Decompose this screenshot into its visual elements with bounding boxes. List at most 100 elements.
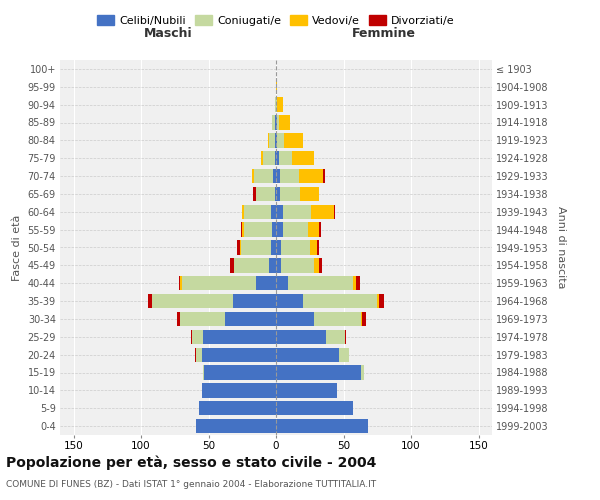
Bar xyxy=(199,401,276,415)
Bar xyxy=(196,419,276,433)
Bar xyxy=(362,312,367,326)
Bar xyxy=(203,330,276,344)
Bar xyxy=(196,348,202,362)
Bar xyxy=(361,312,362,326)
Bar xyxy=(202,348,276,362)
Bar xyxy=(276,80,277,94)
Bar xyxy=(276,204,283,219)
Bar xyxy=(191,330,193,344)
Bar xyxy=(268,133,269,148)
Bar xyxy=(241,240,271,254)
Bar xyxy=(256,187,275,201)
Bar xyxy=(182,276,256,290)
Bar xyxy=(310,240,317,254)
Bar xyxy=(276,240,281,254)
Bar xyxy=(269,133,275,148)
Bar xyxy=(276,401,353,415)
Bar xyxy=(274,169,276,183)
Bar xyxy=(314,258,319,272)
Bar xyxy=(276,348,340,362)
Text: Maschi: Maschi xyxy=(143,27,193,40)
Bar xyxy=(230,258,234,272)
Bar xyxy=(301,187,319,201)
Bar xyxy=(178,312,180,326)
Bar xyxy=(379,294,384,308)
Bar xyxy=(269,258,276,272)
Bar xyxy=(276,151,278,166)
Bar xyxy=(276,187,280,201)
Bar xyxy=(283,204,311,219)
Bar xyxy=(319,222,320,237)
Bar xyxy=(263,151,275,166)
Bar xyxy=(272,222,276,237)
Bar xyxy=(152,294,233,308)
Bar xyxy=(180,276,182,290)
Bar xyxy=(254,169,274,183)
Bar xyxy=(275,151,276,166)
Bar xyxy=(356,276,360,290)
Bar xyxy=(179,276,180,290)
Bar xyxy=(292,151,314,166)
Bar xyxy=(326,330,345,344)
Bar xyxy=(253,187,256,201)
Bar xyxy=(276,294,303,308)
Bar xyxy=(233,294,276,308)
Bar xyxy=(319,258,322,272)
Bar xyxy=(275,98,276,112)
Bar xyxy=(276,419,368,433)
Text: Popolazione per età, sesso e stato civile - 2004: Popolazione per età, sesso e stato civil… xyxy=(6,455,376,469)
Bar xyxy=(276,366,361,380)
Bar xyxy=(242,204,244,219)
Bar xyxy=(241,222,242,237)
Bar xyxy=(237,240,239,254)
Bar xyxy=(193,330,203,344)
Bar xyxy=(239,240,241,254)
Bar xyxy=(276,116,277,130)
Bar xyxy=(256,276,276,290)
Legend: Celibi/Nubili, Coniugati/e, Vedovi/e, Divorziati/e: Celibi/Nubili, Coniugati/e, Vedovi/e, Di… xyxy=(93,10,459,30)
Bar xyxy=(299,169,323,183)
Bar xyxy=(271,240,276,254)
Bar xyxy=(202,383,276,398)
Bar xyxy=(340,348,349,362)
Text: COMUNE DI FUNES (BZ) - Dati ISTAT 1° gennaio 2004 - Elaborazione TUTTITALIA.IT: COMUNE DI FUNES (BZ) - Dati ISTAT 1° gen… xyxy=(6,480,376,489)
Bar xyxy=(311,204,334,219)
Bar xyxy=(148,294,152,308)
Bar xyxy=(361,366,364,380)
Bar xyxy=(377,294,379,308)
Bar xyxy=(276,98,277,112)
Bar xyxy=(276,312,314,326)
Bar xyxy=(276,133,277,148)
Bar xyxy=(276,222,283,237)
Bar xyxy=(283,222,308,237)
Bar xyxy=(345,330,346,344)
Bar xyxy=(252,169,254,183)
Bar xyxy=(275,187,276,201)
Bar xyxy=(276,276,288,290)
Bar xyxy=(275,133,276,148)
Bar xyxy=(278,151,292,166)
Bar xyxy=(280,169,299,183)
Bar xyxy=(271,204,276,219)
Y-axis label: Fasce di età: Fasce di età xyxy=(12,214,22,280)
Bar xyxy=(281,258,314,272)
Bar xyxy=(276,330,326,344)
Bar xyxy=(276,258,281,272)
Bar xyxy=(308,222,319,237)
Text: Femmine: Femmine xyxy=(352,27,416,40)
Bar xyxy=(334,204,335,219)
Bar xyxy=(277,116,279,130)
Bar xyxy=(244,222,272,237)
Bar xyxy=(276,169,280,183)
Bar xyxy=(277,98,283,112)
Bar xyxy=(314,312,361,326)
Bar xyxy=(278,116,290,130)
Bar xyxy=(277,133,284,148)
Bar xyxy=(280,187,301,201)
Bar xyxy=(303,294,377,308)
Bar xyxy=(276,383,337,398)
Y-axis label: Anni di nascita: Anni di nascita xyxy=(556,206,566,289)
Bar xyxy=(244,204,271,219)
Bar xyxy=(275,116,276,130)
Bar xyxy=(180,312,224,326)
